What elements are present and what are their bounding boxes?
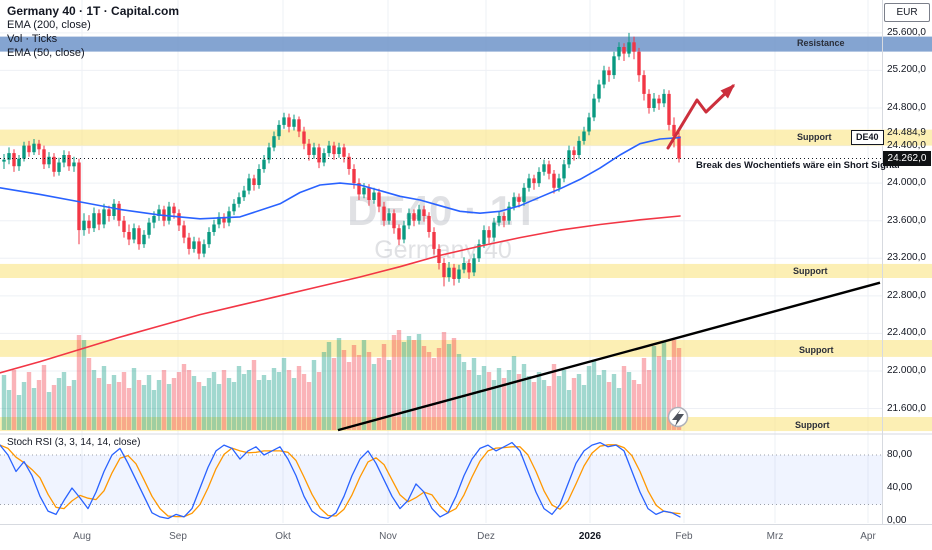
time-axis-label: 2026 xyxy=(578,531,602,542)
stoch-axis-label: 80,00 xyxy=(887,449,913,460)
support-label: Support xyxy=(799,345,834,355)
legend-ema50[interactable]: EMA (50, close) xyxy=(7,47,85,59)
flash-icon[interactable] xyxy=(667,406,689,428)
price-axis-label: 24.484,9 xyxy=(887,126,926,138)
support-label: Support xyxy=(795,420,830,430)
legend-ema200[interactable]: EMA (200, close) xyxy=(7,19,91,31)
time-axis-label: Sep xyxy=(169,531,187,542)
price-axis-label: 22.800,0 xyxy=(887,289,926,301)
trend-arrow[interactable] xyxy=(666,84,735,150)
ema200-line xyxy=(0,215,681,374)
support-resistance-bands xyxy=(0,36,932,432)
svg-text:Germany 40: Germany 40 xyxy=(374,236,512,264)
candles-layer xyxy=(2,32,681,287)
price-axis-label: 24.000,0 xyxy=(887,177,926,189)
stoch-pane xyxy=(0,441,882,520)
time-axis-label: Okt xyxy=(275,531,291,542)
stoch-axis-label: 0,00 xyxy=(887,515,907,526)
support-label: Support xyxy=(793,266,828,276)
support-label: Support xyxy=(797,132,832,142)
gridlines-layer xyxy=(0,0,882,523)
support-band xyxy=(0,129,932,146)
support-band xyxy=(0,263,932,278)
volume-layer xyxy=(1,330,682,430)
price-axis-label: 23.600,0 xyxy=(887,214,926,226)
support-band xyxy=(0,417,932,432)
stoch-axis-label: 40,00 xyxy=(887,482,913,493)
price-axis-label: 25.200,0 xyxy=(887,64,926,76)
price-axis-label: 24.800,0 xyxy=(887,102,926,113)
resistance-band xyxy=(0,36,932,52)
price-axis-label: 22.000,0 xyxy=(887,365,926,376)
time-axis[interactable]: Aug Sep Okt Nov Dez 2026 Feb Mrz Apr xyxy=(0,524,932,550)
legend-volume[interactable]: Vol · Ticks xyxy=(7,33,58,45)
price-axis-label: 25.600,0 xyxy=(887,26,926,38)
instrument-tag-chip[interactable]: DE40 xyxy=(851,130,884,145)
time-axis-label: Aug xyxy=(73,531,91,542)
time-axis-label: Dez xyxy=(477,531,495,542)
time-axis-label: Apr xyxy=(860,531,876,542)
time-axis-label: Feb xyxy=(675,531,693,542)
time-axis-label: Mrz xyxy=(766,531,784,542)
time-axis-label: Nov xyxy=(379,531,397,542)
chart-legend: Germany 40 · 1T · Capital.com EMA (200, … xyxy=(7,5,179,60)
price-axis-label: 24.400,0 xyxy=(887,139,926,151)
symbol-title[interactable]: Germany 40 · 1T · Capital.com xyxy=(7,4,180,18)
support-band xyxy=(0,340,932,357)
resistance-label: Resistance xyxy=(797,38,845,48)
trendline[interactable] xyxy=(337,281,881,432)
current-price-chip: 24.262,0 xyxy=(883,151,931,166)
short-signal-note[interactable]: Break des Wochentiefs wäre ein Short Sig… xyxy=(696,160,900,171)
price-axis-label: 23.200,0 xyxy=(887,252,926,264)
price-axis[interactable]: 25.600,0 25.200,0 24.800,0 24.484,9 24.400,0… xyxy=(882,0,932,550)
price-axis-label: 22.400,0 xyxy=(887,327,926,339)
currency-button[interactable]: EUR xyxy=(884,3,930,22)
ema50-line xyxy=(0,136,681,220)
stoch-rsi-label[interactable]: Stoch RSI (3, 3, 14, 14, close) xyxy=(7,437,141,448)
price-axis-label: 21.600,0 xyxy=(887,402,926,414)
